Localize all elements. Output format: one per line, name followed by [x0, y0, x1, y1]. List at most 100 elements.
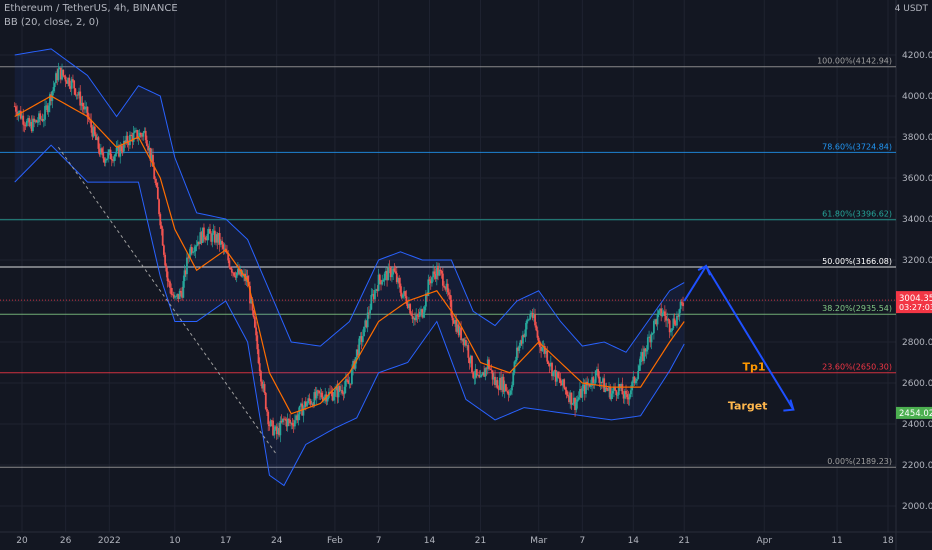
candle-body	[338, 386, 341, 391]
candle-body	[309, 400, 312, 405]
candle-body	[534, 314, 536, 326]
candle-body	[347, 380, 350, 384]
candle-body	[52, 87, 55, 92]
candle-body	[261, 381, 264, 389]
candle-body	[119, 146, 122, 157]
candle-body	[82, 106, 85, 110]
candle-body	[375, 289, 378, 291]
candle-body	[589, 385, 592, 387]
candle-body	[403, 291, 405, 295]
candle-body	[438, 269, 441, 276]
candle-body	[529, 314, 532, 320]
forecast-arrow-path	[683, 264, 795, 411]
candle-body	[101, 148, 103, 153]
candle-body	[61, 69, 63, 80]
candle-body	[251, 299, 254, 311]
bb-band-fill	[14, 48, 685, 486]
candle-body	[35, 120, 38, 123]
candle-body	[583, 384, 586, 394]
candle-body	[458, 327, 461, 336]
candle-body	[445, 283, 448, 290]
candle-body	[636, 378, 638, 381]
candle-body	[450, 299, 453, 316]
candle-body	[469, 355, 472, 364]
candle-body	[389, 267, 392, 278]
candle-body	[115, 147, 118, 154]
candle-body	[241, 275, 244, 277]
candle-body	[85, 106, 88, 108]
candle-body	[200, 232, 203, 243]
candle-body	[394, 271, 397, 274]
candle-body	[452, 320, 455, 324]
candle-body	[223, 248, 226, 250]
candle-body	[642, 352, 644, 362]
candle-body	[48, 94, 51, 106]
candle-body	[143, 130, 146, 133]
candle-body	[159, 214, 162, 226]
candle-body	[481, 372, 484, 375]
candle-body	[320, 392, 323, 398]
x-tick-label: Feb	[327, 536, 343, 546]
candle-body	[554, 369, 557, 382]
candle-body	[351, 368, 353, 384]
candle-body	[457, 324, 460, 336]
candle-body	[25, 120, 28, 127]
candle-body	[212, 230, 215, 234]
candle-body	[76, 94, 79, 96]
candle-body	[377, 274, 380, 291]
candle-body	[615, 390, 618, 396]
candle-body	[659, 308, 661, 311]
candle-body	[557, 371, 559, 378]
candle-body	[72, 79, 74, 81]
candle-body	[408, 304, 410, 308]
candle-body	[165, 265, 168, 272]
candle-body	[289, 419, 291, 424]
candle-body	[279, 420, 282, 436]
candle-body	[672, 318, 675, 329]
currency-label: 4 USDT	[894, 4, 928, 14]
candle-body	[517, 347, 519, 351]
candle-body	[22, 115, 25, 125]
candle-body	[608, 386, 610, 391]
candle-body	[154, 179, 157, 183]
indicator-legend: BB (20, close, 2, 0)	[4, 17, 99, 28]
candle-body	[304, 401, 307, 407]
candle-body	[509, 390, 512, 395]
candle-body	[551, 362, 553, 377]
candle-body	[671, 328, 674, 331]
fib-level-label: 0.00%(2189.23)	[827, 457, 892, 466]
candle-body	[252, 310, 255, 318]
y-tick-label: 4200.00	[902, 51, 932, 61]
candle-body	[187, 257, 190, 259]
candle-body	[36, 122, 39, 123]
candle-body	[29, 121, 32, 127]
candle-body	[558, 377, 561, 379]
candle-body	[341, 390, 344, 394]
candle-body	[329, 391, 331, 393]
candle-body	[359, 336, 362, 339]
candle-body	[372, 294, 375, 300]
candle-body	[216, 234, 219, 243]
candle-body	[292, 425, 295, 427]
candle-body	[574, 397, 576, 411]
candle-body	[155, 182, 158, 187]
x-tick-label: 21	[475, 536, 486, 546]
current-price-value: 3004.35	[899, 294, 932, 304]
candle-body	[122, 141, 125, 152]
candle-body	[98, 148, 101, 155]
current-price-tag	[896, 291, 932, 314]
candle-body	[678, 309, 681, 317]
candle-body	[142, 132, 145, 137]
candle-body	[144, 130, 147, 141]
candle-body	[653, 320, 655, 334]
bb-lower-line	[14, 144, 685, 487]
candle-body	[679, 301, 682, 310]
candle-body	[552, 371, 555, 377]
y-tick-label: 2400.00	[902, 420, 932, 430]
candle-body	[514, 359, 517, 362]
candle-body	[623, 390, 626, 399]
candle-body	[546, 350, 549, 362]
candle-body	[378, 274, 381, 281]
candle-body	[209, 228, 211, 234]
